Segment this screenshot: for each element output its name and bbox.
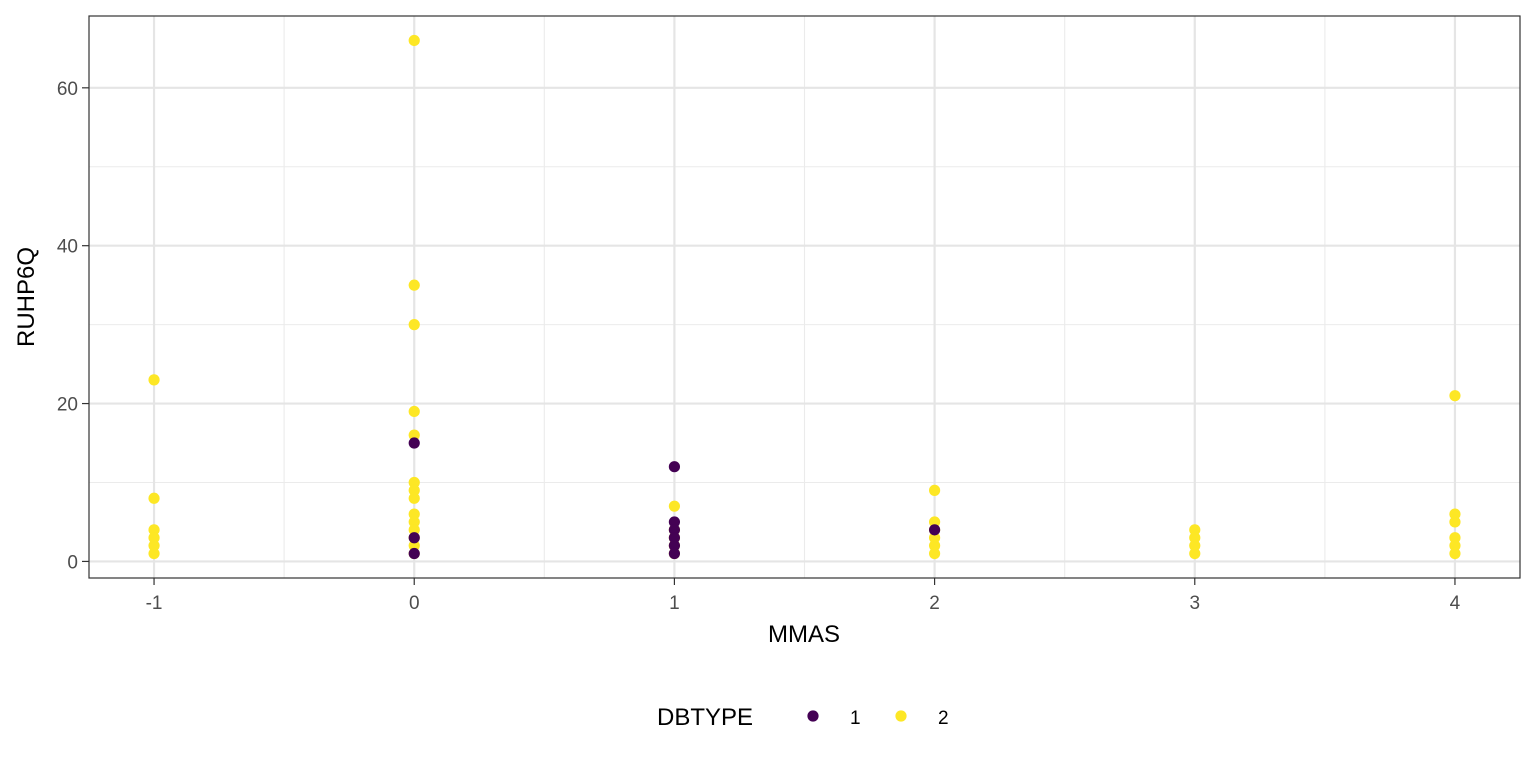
legend-title: DBTYPE xyxy=(657,704,753,731)
data-point-dbtype-2 xyxy=(668,500,681,512)
legend: DBTYPE 1 2 xyxy=(657,704,949,731)
data-point-dbtype-2 xyxy=(408,492,420,504)
data-point-dbtype-2 xyxy=(1449,540,1461,552)
legend-key-1 xyxy=(807,710,819,722)
legend-key-2 xyxy=(895,710,907,722)
legend-label-1: 1 xyxy=(850,708,861,729)
x-tick-label: 2 xyxy=(929,593,940,614)
data-point-dbtype-2 xyxy=(1189,532,1201,544)
plot-panel-border xyxy=(88,15,1521,579)
data-point-dbtype-2 xyxy=(408,429,420,441)
legend-label-2: 2 xyxy=(938,708,949,729)
data-point-dbtype-2 xyxy=(1189,547,1201,560)
data-point-dbtype-2 xyxy=(408,508,420,520)
data-point-dbtype-2 xyxy=(408,319,420,331)
data-point-dbtype-2 xyxy=(408,524,420,536)
data-point-dbtype-2 xyxy=(148,492,160,504)
y-tick-label: 60 xyxy=(57,79,78,100)
data-point-dbtype-2 xyxy=(408,405,420,418)
data-point-dbtype-2 xyxy=(148,532,160,544)
data-point-dbtype-2 xyxy=(1449,532,1461,544)
data-point-dbtype-1 xyxy=(668,532,681,544)
data-point-dbtype-2 xyxy=(408,34,420,47)
data-point-dbtype-1 xyxy=(408,547,420,560)
data-point-dbtype-2 xyxy=(148,374,160,386)
x-axis-title: MMAS xyxy=(768,621,840,648)
data-point-dbtype-2 xyxy=(928,532,941,544)
x-tick-label: 3 xyxy=(1189,593,1200,614)
data-point-dbtype-2 xyxy=(1189,540,1201,552)
y-axis-title: RUHP6Q xyxy=(13,247,40,347)
data-point-dbtype-1 xyxy=(928,524,941,536)
data-point-dbtype-1 xyxy=(668,461,681,473)
data-point-dbtype-1 xyxy=(668,540,681,552)
data-point-dbtype-1 xyxy=(408,532,420,544)
data-point-dbtype-2 xyxy=(408,516,420,528)
x-tick-label: 1 xyxy=(669,593,680,614)
x-tick-label: 4 xyxy=(1450,593,1461,614)
data-point-dbtype-2 xyxy=(408,279,420,291)
data-point-dbtype-2 xyxy=(928,547,941,560)
data-point-dbtype-2 xyxy=(408,484,420,496)
data-point-dbtype-2 xyxy=(148,540,160,552)
data-point-dbtype-2 xyxy=(928,484,941,496)
data-point-dbtype-2 xyxy=(1449,516,1461,528)
data-point-dbtype-2 xyxy=(408,540,420,552)
x-tick-label: 0 xyxy=(409,593,420,614)
data-point-dbtype-2 xyxy=(1449,508,1461,520)
grid-lines xyxy=(89,16,1520,578)
data-points xyxy=(148,34,1461,560)
data-point-dbtype-2 xyxy=(148,524,160,536)
y-tick-label: 40 xyxy=(57,237,78,258)
data-point-dbtype-1 xyxy=(408,437,420,449)
y-tick-label: 0 xyxy=(67,552,78,573)
x-tick-label: -1 xyxy=(146,593,163,614)
data-point-dbtype-2 xyxy=(148,547,160,560)
data-point-dbtype-2 xyxy=(928,516,941,528)
y-tick-label: 20 xyxy=(57,395,78,416)
data-point-dbtype-1 xyxy=(668,524,681,536)
data-point-dbtype-2 xyxy=(1449,390,1461,402)
data-point-dbtype-2 xyxy=(928,540,941,552)
data-point-dbtype-1 xyxy=(668,516,681,528)
data-point-dbtype-2 xyxy=(1189,524,1201,536)
data-point-dbtype-2 xyxy=(408,476,420,489)
data-point-dbtype-2 xyxy=(1449,547,1461,560)
data-point-dbtype-1 xyxy=(668,547,681,560)
